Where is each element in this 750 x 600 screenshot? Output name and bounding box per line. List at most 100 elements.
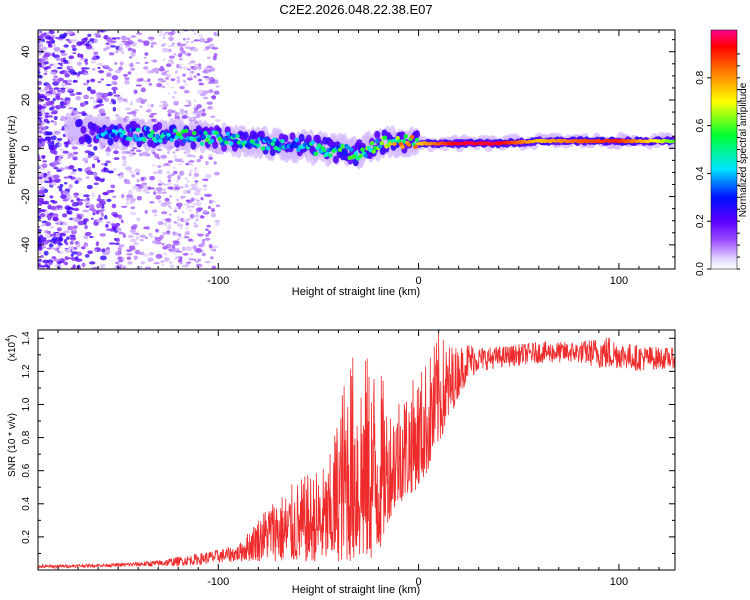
noise-speckle <box>91 57 98 61</box>
noise-speckle <box>63 44 69 48</box>
noise-speckle <box>207 81 215 84</box>
noise-speckle <box>148 83 153 86</box>
noise-speckle <box>188 171 192 175</box>
noise-speckle <box>129 197 137 203</box>
noise-speckle <box>40 224 47 227</box>
noise-speckle <box>117 256 123 261</box>
ridge-core <box>264 137 269 142</box>
noise-speckle <box>68 175 73 179</box>
noise-speckle <box>163 188 167 191</box>
noise-speckle <box>139 234 146 238</box>
noise-speckle <box>80 246 86 250</box>
snr-series-line <box>38 332 675 570</box>
noise-speckle <box>48 262 53 265</box>
noise-speckle <box>128 56 133 59</box>
noise-speckle <box>127 71 132 75</box>
noise-speckle <box>150 118 157 123</box>
noise-speckle <box>45 35 52 40</box>
noise-speckle <box>176 80 180 83</box>
noise-speckle <box>175 180 179 183</box>
noise-speckle <box>203 187 207 191</box>
noise-speckle <box>118 259 124 263</box>
ridge-core <box>190 136 195 142</box>
noise-speckle <box>183 189 187 195</box>
noise-speckle <box>167 113 172 117</box>
noise-speckle <box>45 233 52 239</box>
noise-speckle <box>159 30 163 35</box>
noise-speckle <box>38 228 42 232</box>
ridge-core <box>209 138 215 144</box>
noise-speckle <box>194 119 198 122</box>
noise-speckle <box>55 56 61 62</box>
ridge-core <box>166 132 171 138</box>
noise-speckle <box>192 155 196 158</box>
noise-speckle <box>202 184 208 187</box>
noise-speckle <box>162 231 167 236</box>
noise-speckle <box>79 57 86 62</box>
noise-speckle <box>163 252 167 256</box>
noise-speckle <box>99 264 105 269</box>
noise-speckle <box>186 205 192 208</box>
noise-speckle <box>114 214 119 218</box>
noise-speckle <box>67 210 73 215</box>
noise-speckle <box>133 241 139 246</box>
noise-speckle <box>46 173 51 179</box>
noise-speckle <box>172 166 176 170</box>
noise-speckle <box>49 71 57 75</box>
noise-speckle <box>92 99 97 104</box>
noise-speckle <box>98 69 105 74</box>
ridge-core <box>179 135 184 140</box>
noise-speckle <box>133 255 138 260</box>
colorbar-tick-label: 0.2 <box>695 214 706 228</box>
noise-speckle <box>52 216 59 222</box>
ridge-core <box>134 137 139 142</box>
noise-speckle <box>99 209 103 214</box>
noise-speckle <box>210 200 217 203</box>
noise-speckle <box>90 60 97 64</box>
noise-speckle <box>166 171 170 174</box>
noise-speckle <box>65 242 69 246</box>
noise-speckle <box>157 190 162 194</box>
noise-speckle <box>103 47 107 51</box>
noise-speckle <box>149 114 154 118</box>
noise-speckle <box>184 183 188 186</box>
colorbar-tick-label: 0.4 <box>695 166 706 180</box>
noise-speckle <box>83 194 90 198</box>
noise-speckle <box>145 191 150 194</box>
noise-speckle <box>87 144 93 147</box>
noise-speckle <box>180 220 185 223</box>
noise-speckle <box>76 266 82 269</box>
noise-speckle <box>69 240 74 245</box>
noise-speckle <box>57 178 61 182</box>
noise-speckle <box>110 184 116 189</box>
noise-speckle <box>73 110 79 115</box>
noise-speckle <box>206 90 214 94</box>
noise-speckle <box>105 224 109 228</box>
noise-speckle <box>95 241 100 247</box>
noise-speckle <box>168 55 175 59</box>
noise-speckle <box>100 212 105 218</box>
noise-speckle <box>160 148 164 151</box>
noise-speckle <box>63 70 69 75</box>
noise-speckle <box>95 35 102 38</box>
noise-speckle <box>45 131 53 136</box>
noise-speckle <box>148 187 155 190</box>
noise-speckle <box>208 43 215 48</box>
noise-speckle <box>122 159 128 165</box>
noise-speckle <box>122 265 127 269</box>
noise-speckle <box>67 88 74 92</box>
noise-speckle <box>190 252 194 256</box>
noise-speckle <box>143 40 150 46</box>
ridge-body <box>269 148 276 157</box>
noise-speckle <box>151 164 156 167</box>
noise-speckle <box>114 251 121 256</box>
noise-speckle <box>63 176 69 179</box>
noise-speckle <box>179 63 183 67</box>
ridge-body <box>289 132 296 141</box>
noise-speckle <box>117 46 124 52</box>
noise-speckle <box>70 253 74 257</box>
noise-speckle <box>107 91 113 97</box>
noise-speckle <box>187 218 191 221</box>
noise-speckle <box>52 97 56 102</box>
noise-speckle <box>187 46 191 49</box>
